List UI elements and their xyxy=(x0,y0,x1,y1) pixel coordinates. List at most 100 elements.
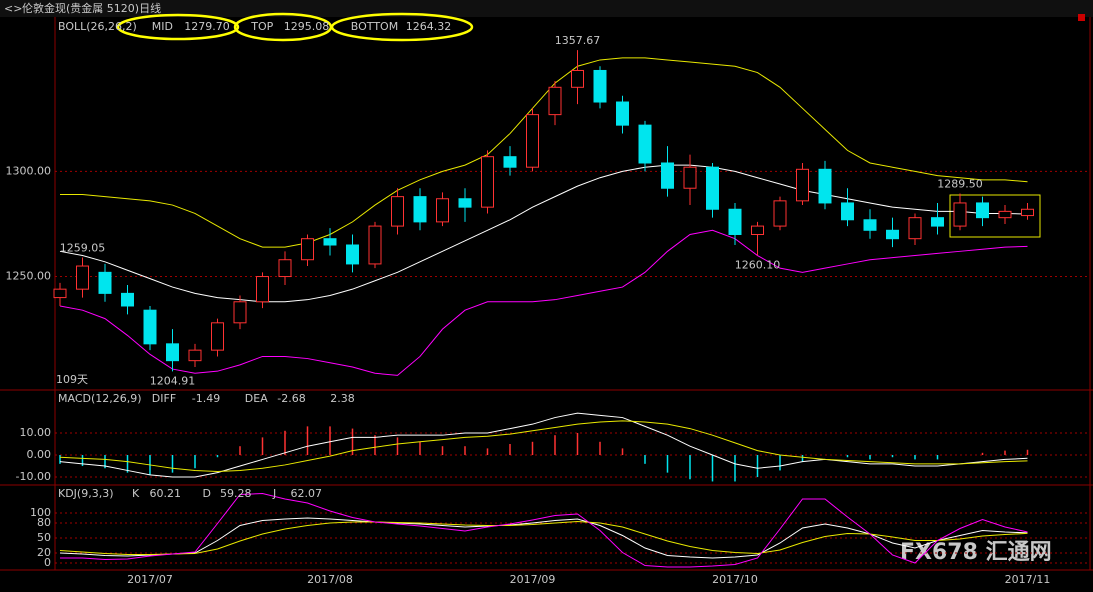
candle-body xyxy=(683,166,697,189)
highlight-box xyxy=(949,194,1041,238)
candle-body xyxy=(301,238,314,261)
candle-body xyxy=(503,156,517,168)
legend-name: D xyxy=(203,487,211,500)
legend-value: 1295.08 xyxy=(284,20,330,33)
legend-name: TOP xyxy=(250,20,273,33)
legend-value: 59.28 xyxy=(220,487,252,500)
x-tick-label: 2017/11 xyxy=(1005,573,1051,586)
candle-body xyxy=(458,198,472,208)
candle-body xyxy=(233,301,247,324)
legend-value: -2.68 xyxy=(277,392,305,405)
legend-name: J xyxy=(272,487,276,500)
x-tick-label: 2017/08 xyxy=(307,573,353,586)
candle-body xyxy=(571,69,584,88)
indicator-line xyxy=(60,492,1028,568)
legend-name: DEA xyxy=(245,392,268,405)
candle-body xyxy=(773,200,787,227)
candle-body xyxy=(548,86,562,116)
y-tick-label: 1300.00 xyxy=(6,164,52,177)
y-tick-label: -10.00 xyxy=(16,470,51,483)
indicator-line xyxy=(59,517,1028,559)
candle-body xyxy=(863,219,877,231)
candle-body xyxy=(481,156,494,208)
nav-icon[interactable]: <> xyxy=(4,2,22,15)
window-title: 伦敦金现(贵金属 5120)日线 xyxy=(22,1,161,15)
candle-body xyxy=(76,265,89,290)
x-tick-label: 2017/07 xyxy=(127,573,173,586)
candle-body xyxy=(593,69,607,103)
candle-body xyxy=(751,225,764,235)
candle-body xyxy=(661,162,674,189)
indicator-label: MACD(12,26,9) xyxy=(58,392,142,405)
y-tick-label: 50 xyxy=(37,531,51,544)
high-label: 1289.50 xyxy=(937,177,983,190)
candle-body xyxy=(436,198,449,223)
indicator-line xyxy=(59,520,1028,555)
candle-body xyxy=(53,288,67,299)
legend-name: DIFF xyxy=(152,392,176,405)
indicator-label: BOLL(26,26,2) xyxy=(58,20,137,33)
candle-body xyxy=(638,124,652,164)
high-label: 1357.67 xyxy=(555,34,601,47)
candle-body xyxy=(188,349,202,362)
candle-body xyxy=(256,276,269,303)
candle-body xyxy=(796,168,809,202)
candle-body xyxy=(886,229,899,240)
indicator-line xyxy=(60,57,1028,248)
legend-name: K xyxy=(132,487,140,500)
candle-body xyxy=(278,259,292,278)
candle-body xyxy=(908,217,922,240)
candle-body xyxy=(728,208,742,235)
highlight-ellipse xyxy=(116,13,240,41)
candle-body xyxy=(953,202,967,227)
candle-body xyxy=(1021,208,1034,217)
legend-value: 60.21 xyxy=(150,487,182,500)
candle-body xyxy=(998,210,1012,219)
legend-value: 1279.70 xyxy=(184,20,230,33)
low-label: 1260.10 xyxy=(735,258,781,271)
candle-body xyxy=(841,202,854,221)
legend-value: 1264.32 xyxy=(406,20,452,33)
y-tick-label: 10.00 xyxy=(20,426,52,439)
candle-body xyxy=(413,196,427,223)
candle-body xyxy=(526,114,539,168)
highlight-ellipse xyxy=(330,12,474,42)
legend-name: MID xyxy=(152,20,173,33)
title-bar xyxy=(0,0,1093,17)
y-tick-label: 0.00 xyxy=(27,448,52,461)
candle-body xyxy=(121,292,134,307)
y-tick-label: 100 xyxy=(30,506,51,519)
indicator-line xyxy=(59,420,1028,473)
candle-body xyxy=(818,168,832,204)
y-tick-label: 1250.00 xyxy=(6,270,52,283)
legend-name: BOTTOM xyxy=(351,20,398,33)
y-tick-label: 20 xyxy=(37,546,51,559)
low-label: 1204.91 xyxy=(150,374,196,387)
days-label: 109天 xyxy=(56,373,88,386)
legend-value: -1.49 xyxy=(192,392,220,405)
x-tick-label: 2017/10 xyxy=(712,573,758,586)
candle-body xyxy=(616,101,629,126)
candle-body xyxy=(323,238,337,246)
candle-body xyxy=(346,244,359,265)
legend-value: 2.38 xyxy=(330,392,355,405)
candle-body xyxy=(706,166,719,210)
candle-body xyxy=(976,202,989,219)
y-tick-label: 80 xyxy=(37,516,51,529)
candle-body xyxy=(368,225,382,265)
legend-value: 62.07 xyxy=(291,487,323,500)
close-marker xyxy=(1078,14,1085,21)
candle-body xyxy=(98,271,112,294)
candle-body xyxy=(211,322,224,351)
candle-body xyxy=(143,309,157,345)
candle-body xyxy=(931,217,944,227)
candle-body xyxy=(166,343,179,362)
y-tick-label: 0 xyxy=(44,556,51,569)
x-tick-label: 2017/09 xyxy=(510,573,556,586)
indicator-label: KDJ(9,3,3) xyxy=(58,487,114,500)
candle-body xyxy=(391,196,404,227)
indicator-line xyxy=(59,164,1028,303)
